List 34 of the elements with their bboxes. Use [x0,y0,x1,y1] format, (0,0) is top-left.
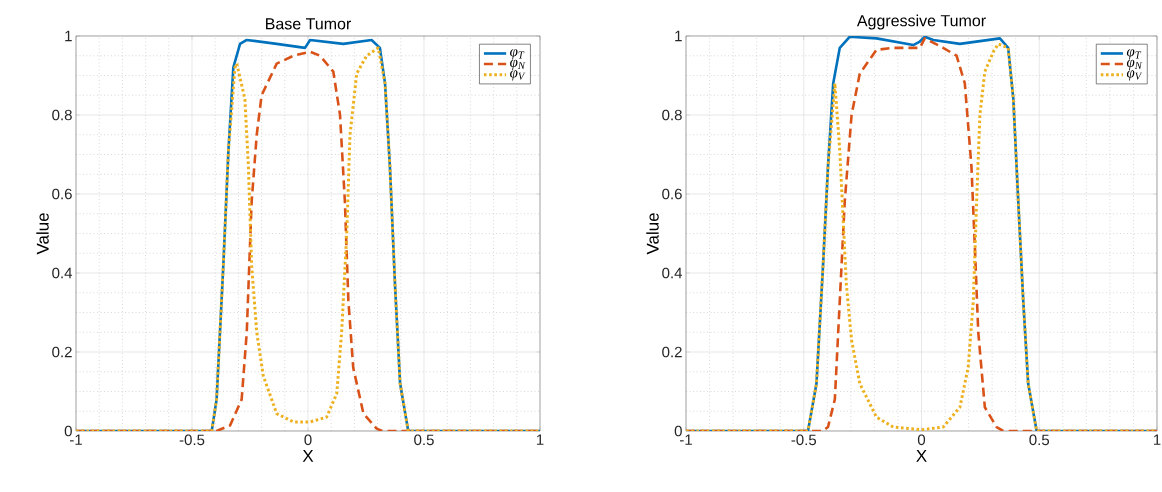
y-tick-label: 0.8 [662,109,682,121]
x-tick-label: 0 [304,434,312,446]
y-axis-title: Value [36,213,49,255]
legend-label: φ$_{V}$ [1126,70,1143,81]
y-tick-label: 0.8 [52,109,72,121]
y-tick-label: 0 [674,425,682,437]
chart-title: Base Tumor [266,18,352,30]
y-tick-label: 0.2 [662,346,682,358]
x-axis-title: X [302,450,314,462]
y-tick-label: 0.2 [52,346,72,358]
x-tick-label: -0.5 [791,434,817,446]
x-tick-label: 1 [536,434,544,445]
legend-label: φ$_{V}$ [510,70,526,81]
x-tick-label: -1 [70,434,82,445]
legend-label: φ$_{T}$ [510,49,525,60]
y-tick-label: 1 [65,30,72,42]
y-tick-label: 0.6 [52,188,72,200]
y-axis-title: Value [646,213,659,255]
x-tick-label: 0 [917,434,926,446]
y-tick-label: 0 [64,425,72,437]
legend-label: φ$_{N}$ [1126,59,1143,71]
y-tick-label: 0.4 [52,267,73,279]
x-tick-label: -1 [679,434,692,445]
y-tick-label: 0.6 [662,188,682,200]
legend-label: φ$_{N}$ [510,59,526,71]
y-tick-label: 0.4 [662,267,683,279]
legend-label: φ$_{T}$ [1126,49,1142,60]
x-tick-label: -0.5 [179,434,205,446]
x-tick-label: 0.5 [414,434,434,446]
y-tick-label: 1 [675,30,682,42]
x-tick-label: 0.5 [1029,434,1050,446]
x-axis-title: X [916,450,927,462]
chart-title: Aggressive Tumor [856,14,986,30]
x-tick-label: 1 [1153,434,1161,445]
